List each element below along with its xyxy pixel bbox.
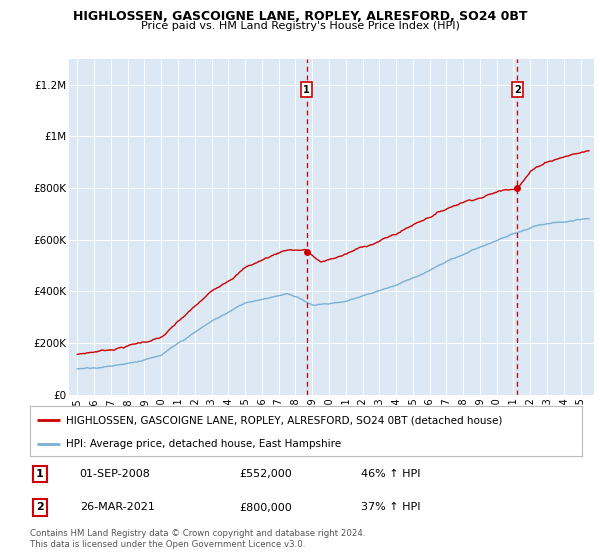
Text: Price paid vs. HM Land Registry's House Price Index (HPI): Price paid vs. HM Land Registry's House …: [140, 21, 460, 31]
Text: 1: 1: [36, 469, 44, 479]
Text: 2: 2: [514, 85, 521, 95]
Text: HIGHLOSSEN, GASCOIGNE LANE, ROPLEY, ALRESFORD, SO24 0BT: HIGHLOSSEN, GASCOIGNE LANE, ROPLEY, ALRE…: [73, 10, 527, 23]
Text: Contains HM Land Registry data © Crown copyright and database right 2024.
This d: Contains HM Land Registry data © Crown c…: [30, 529, 365, 549]
Text: 46% ↑ HPI: 46% ↑ HPI: [361, 469, 421, 479]
Text: 1: 1: [304, 85, 310, 95]
Text: 37% ↑ HPI: 37% ↑ HPI: [361, 502, 421, 512]
Text: 01-SEP-2008: 01-SEP-2008: [80, 469, 151, 479]
Text: 2: 2: [36, 502, 44, 512]
Text: £800,000: £800,000: [240, 502, 293, 512]
Text: HIGHLOSSEN, GASCOIGNE LANE, ROPLEY, ALRESFORD, SO24 0BT (detached house): HIGHLOSSEN, GASCOIGNE LANE, ROPLEY, ALRE…: [66, 415, 502, 425]
Text: £552,000: £552,000: [240, 469, 293, 479]
Text: 26-MAR-2021: 26-MAR-2021: [80, 502, 155, 512]
Text: HPI: Average price, detached house, East Hampshire: HPI: Average price, detached house, East…: [66, 439, 341, 449]
